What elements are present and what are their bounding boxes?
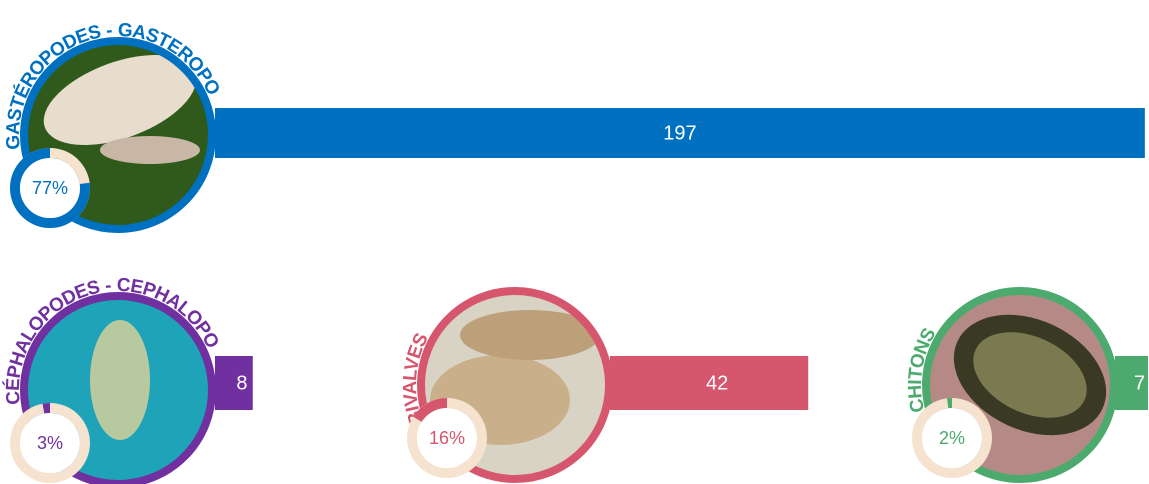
- bar-value: 7: [1134, 372, 1145, 394]
- percent-label: 77%: [32, 178, 68, 198]
- percent-ring: [10, 403, 90, 483]
- photos: [26, 43, 1112, 482]
- bar-value: 42: [706, 372, 728, 394]
- photo-border: [417, 287, 613, 483]
- percent-label: 16%: [429, 428, 465, 448]
- bar-value: 197: [663, 122, 696, 144]
- photo-octopus: [26, 298, 210, 482]
- percent-label: 3%: [37, 433, 63, 453]
- bar: [215, 356, 253, 410]
- percent-ring: [407, 398, 487, 478]
- percent-ring: [10, 148, 90, 228]
- percent-label: 2%: [939, 428, 965, 448]
- bar: [610, 356, 809, 410]
- percent-inner: [417, 408, 477, 468]
- photo-border: [922, 287, 1118, 483]
- percent-inner: [20, 413, 80, 473]
- bar: [1115, 356, 1149, 410]
- percent-inner: [20, 158, 80, 218]
- percent-inner: [922, 408, 982, 468]
- bar-value: 8: [236, 372, 247, 394]
- percent-ring: [912, 398, 992, 478]
- photo-border: [20, 37, 216, 233]
- bar: [215, 108, 1145, 158]
- photo-border: [20, 292, 216, 484]
